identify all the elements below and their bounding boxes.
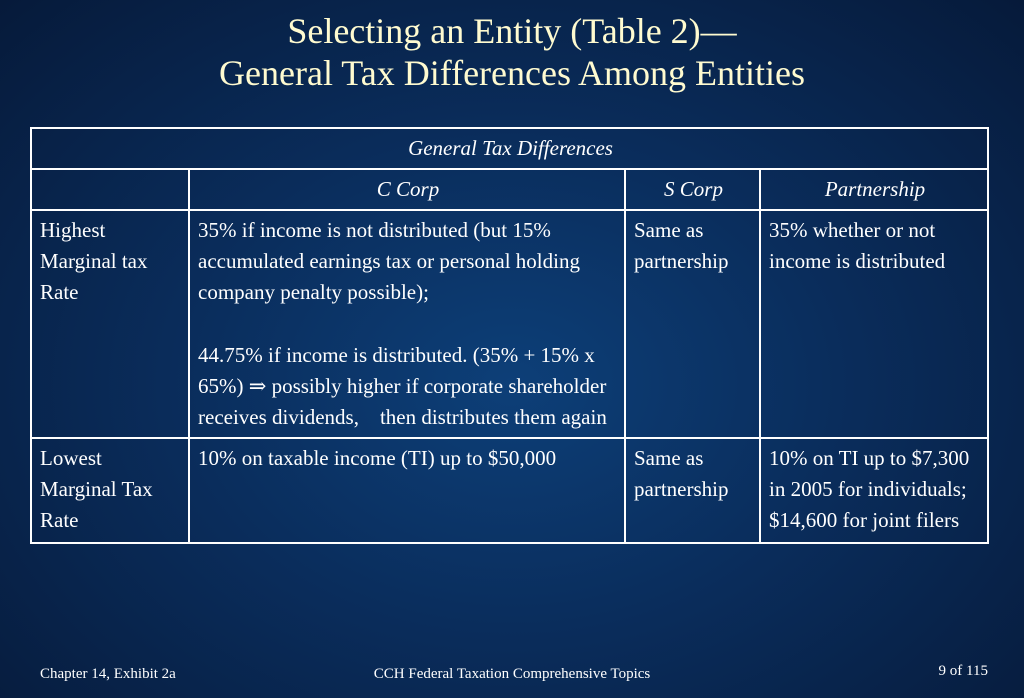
cell-c-corp-highest-rate: 35% if income is not distributed (but 15…	[188, 209, 626, 439]
table-caption: General Tax Differences	[29, 127, 990, 170]
cell-c-corp-lowest-rate: 10% on taxable income (TI) up to $50,000	[188, 437, 626, 544]
table-row: Highest Marginal tax Rate 35% if income …	[30, 209, 990, 439]
table-row: Lowest Marginal Tax Rate 10% on taxable …	[30, 437, 990, 544]
slide-title-line-1: Selecting an Entity (Table 2)—	[287, 11, 737, 51]
tax-differences-table: General Tax Differences C Corp S Corp Pa…	[29, 127, 990, 544]
footer-page-number: 9 of 115	[938, 663, 988, 679]
row-label-highest-rate: Highest Marginal tax Rate	[30, 209, 190, 439]
column-header-empty	[30, 168, 190, 211]
cell-s-corp-highest-rate: Same as partnership	[624, 209, 761, 439]
c-corp-highest-rate-paragraph-1: 35% if income is not distributed (but 15…	[198, 218, 580, 304]
column-header-s-corp: S Corp	[624, 168, 761, 211]
slide-title: Selecting an Entity (Table 2)— General T…	[0, 10, 1024, 94]
column-header-c-corp: C Corp	[188, 168, 626, 211]
footer-chapter: Chapter 14, Exhibit 2a	[40, 666, 176, 682]
cell-s-corp-lowest-rate: Same as partnership	[624, 437, 761, 544]
footer-course-title: CCH Federal Taxation Comprehensive Topic…	[373, 666, 651, 682]
column-header-partnership: Partnership	[758, 168, 990, 211]
c-corp-highest-rate-paragraph-2: 44.75% if income is distributed. (35% + …	[198, 343, 612, 429]
table-header-row: C Corp S Corp Partnership	[30, 168, 990, 211]
slide-title-line-2: General Tax Differences Among Entities	[219, 53, 805, 93]
cell-partnership-lowest-rate: 10% on TI up to $7,300 in 2005 for indiv…	[758, 437, 990, 544]
cell-partnership-highest-rate: 35% whether or not income is distributed	[758, 209, 990, 439]
table-caption-row: General Tax Differences	[29, 127, 990, 170]
row-label-lowest-rate: Lowest Marginal Tax Rate	[30, 437, 190, 544]
